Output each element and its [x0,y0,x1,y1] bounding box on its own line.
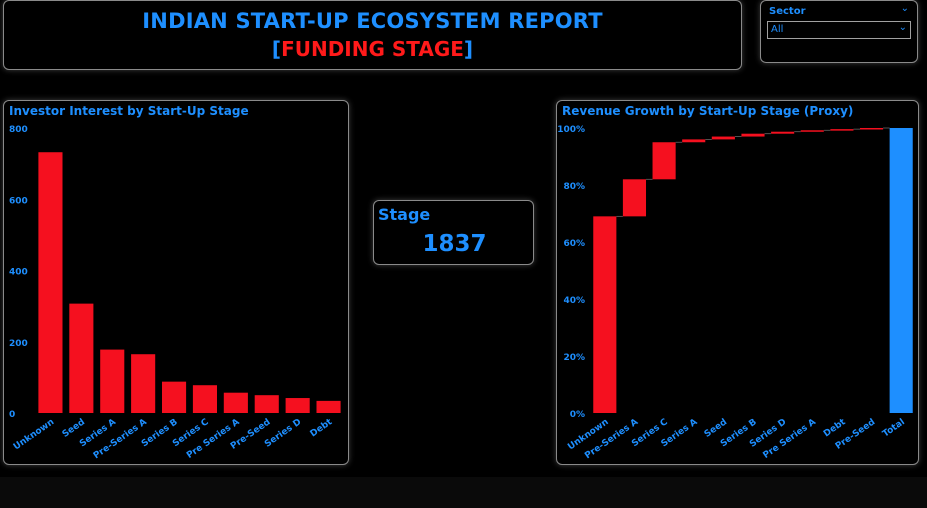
waterfall-bar [771,131,795,134]
chevron-down-icon[interactable]: ⌄ [898,22,907,33]
x-tick-label: Total [881,417,907,439]
waterfall-bar [800,130,824,132]
slicer-label: Sector [769,6,806,17]
bar [223,392,248,413]
y-tick-label: 400 [9,268,28,278]
bar [38,152,63,413]
x-tick-label: Pre Series A [185,417,242,461]
report-title: INDIAN START-UP ECOSYSTEM REPORT [142,9,603,33]
waterfall-bar [830,129,854,131]
bottom-bar [0,477,927,508]
bracket-open: [ [271,37,282,61]
kpi-value: 1837 [422,231,487,257]
y-tick-label: 600 [9,196,28,206]
subtitle-text: FUNDING STAGE [281,37,464,61]
y-tick-label: 80% [563,182,585,192]
x-tick-label: Pre-Series A [92,417,149,461]
chart-title: Revenue Growth by Start-Up Stage (Proxy) [562,104,854,118]
y-tick-label: 100% [557,125,585,135]
y-tick-label: 200 [9,339,28,349]
sector-selected-value: All [771,24,784,35]
bar [161,381,187,413]
bar [254,395,279,413]
y-tick-label: 40% [563,296,585,306]
stage-kpi-card: Stage 1837 [373,200,534,265]
investor-interest-chart: Investor Interest by Start-Up Stage 0 200… [3,100,349,465]
bar [192,385,218,413]
kpi-label: Stage [378,205,431,224]
revenue-growth-chart: Revenue Growth by Start-Up Stage (Proxy)… [556,100,919,465]
y-tick-label: 800 [9,125,28,135]
bar [69,303,94,413]
report-subtitle: [FUNDING STAGE] [4,37,741,61]
y-tick-label: 0% [570,410,585,420]
sector-dropdown[interactable]: All ⌄ [767,21,911,39]
waterfall-bar [652,142,676,180]
waterfall-bar [711,136,735,140]
y-tick-label: 60% [563,239,585,249]
x-tick-label: Pre Series A [762,417,819,461]
waterfall-bar [682,139,706,143]
bar [100,349,125,413]
y-tick-label: 20% [563,353,585,363]
sector-slicer: Sector ⌄ All ⌄ [760,0,918,63]
bracket-close: ] [463,37,474,61]
chart-title: Investor Interest by Start-Up Stage [9,104,249,118]
bar [131,354,156,413]
total-bar [889,128,913,413]
bar [285,398,310,413]
bar [316,400,341,413]
x-tick-label: Debt [309,417,335,440]
x-tick-label: Unknown [12,417,56,452]
waterfall-bar [859,128,884,130]
waterfall-bar [593,216,617,413]
waterfall-bar [741,133,765,137]
report-title-panel: INDIAN START-UP ECOSYSTEM REPORT [FUNDIN… [3,0,742,70]
waterfall-bar [622,179,647,217]
y-tick-label: 0 [9,410,15,420]
chevron-down-icon[interactable]: ⌄ [900,3,909,14]
